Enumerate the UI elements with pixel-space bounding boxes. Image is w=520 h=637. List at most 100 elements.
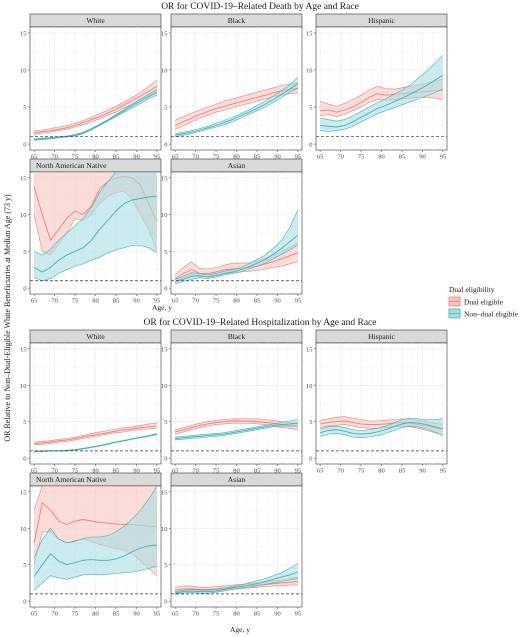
y-tick-label: 15 [161, 175, 168, 182]
nondual-upper-line [175, 419, 298, 438]
x-tick-label: 75 [213, 468, 220, 475]
legend-label-dual: Dual eligible [464, 298, 504, 307]
x-tick-label: 65 [31, 154, 38, 161]
x-tick-label: 65 [172, 468, 179, 475]
x-tick-label: 95 [295, 611, 302, 618]
nondual-lower-line [320, 425, 444, 439]
x-tick-label: 95 [154, 611, 161, 618]
x-tick-label: 70 [337, 154, 344, 161]
x-tick-label: 70 [51, 468, 58, 475]
series-group [174, 77, 299, 137]
panel-1-1: Black 0 5 10 15 65 70 75 80 85 90 95 [161, 329, 303, 475]
y-tick-label: 10 [306, 67, 313, 74]
x-tick-label: 80 [92, 298, 99, 305]
x-tick-label: 70 [192, 611, 199, 618]
nondual-lower-line [33, 245, 158, 282]
y-tick-label: 0 [309, 456, 312, 463]
x-tick-label: 95 [154, 298, 161, 305]
legend: Dual eligibility Dual eligible Non–dual … [448, 285, 519, 319]
y-tick-label: 10 [20, 526, 27, 533]
x-tick-label: 90 [419, 468, 426, 475]
x-tick-label: 75 [213, 298, 220, 305]
nondual-est-line [174, 234, 299, 282]
y-tick-label: 5 [23, 562, 26, 569]
dual-lower-line [34, 428, 157, 446]
dual-ci-band [34, 486, 157, 576]
x-tick-label: 85 [399, 468, 406, 475]
panel-title: Black [228, 332, 246, 341]
x-tick-label: 90 [419, 154, 426, 161]
x-tick-label: 85 [399, 154, 406, 161]
panel-0-0: White 0 5 10 15 65 70 75 80 85 90 95 [20, 13, 162, 161]
x-tick-label: 95 [154, 468, 161, 475]
x-tick-label: 65 [317, 154, 324, 161]
panel-title: White [86, 16, 105, 25]
nondual-lower-line [33, 565, 157, 591]
y-tick-label: 15 [20, 30, 27, 37]
x-tick-label: 90 [274, 298, 281, 305]
x-tick-label: 85 [254, 611, 261, 618]
dual-ci-band [34, 423, 157, 445]
panel-title: White [86, 332, 105, 341]
panel-1-3: North American Native 0 5 10 15 65 70 75 80 85 90 9… [20, 472, 162, 618]
y-tick-label: 15 [306, 346, 313, 353]
x-tick-label: 95 [154, 154, 161, 161]
series-group [34, 80, 158, 141]
y-tick-label: 0 [23, 456, 26, 463]
series-group [319, 416, 444, 439]
y-tick-label: 10 [161, 212, 168, 219]
dual-upper-line [34, 80, 158, 131]
nondual-upper-line [174, 209, 299, 280]
dual-ci-band [175, 242, 298, 283]
x-tick-label: 65 [172, 154, 179, 161]
series-group [33, 172, 158, 282]
y-tick-label: 15 [306, 30, 313, 37]
nondual-lower-line [175, 578, 298, 595]
x-tick-label: 70 [192, 298, 199, 305]
nondual-ci-band [34, 172, 157, 281]
x-tick-label: 70 [51, 298, 58, 305]
nondual-upper-line [33, 486, 158, 558]
panel-title: North American Native [36, 475, 107, 484]
x-tick-label: 85 [113, 154, 120, 161]
x-tick-label: 80 [233, 298, 240, 305]
series-group [33, 486, 158, 591]
x-tick-label: 65 [317, 468, 324, 475]
y-tick-label: 10 [20, 383, 27, 390]
nondual-upper-line [175, 563, 299, 592]
x-tick-label: 75 [213, 154, 220, 161]
y-tick-label: 5 [309, 105, 312, 112]
x-tick-label: 85 [113, 468, 120, 475]
y-tick-label: 0 [164, 142, 167, 149]
y-tick-label: 5 [23, 105, 26, 112]
y-tick-label: 5 [23, 419, 26, 426]
legend-label-nondual: Non–dual eligible [464, 310, 519, 319]
x-tick-label: 75 [72, 611, 79, 618]
panel-1-2: Hispanic 0 5 10 15 65 70 75 80 85 90 95 [306, 329, 448, 475]
nondual-est-line [33, 195, 157, 273]
y-tick-label: 0 [23, 599, 26, 606]
nondual-lower-line [175, 425, 298, 441]
x-tick-label: 75 [72, 298, 79, 305]
x-tick-label: 85 [113, 611, 120, 618]
panel-0-3: North American Native 0 5 10 15 65 70 75 80 85 90 9… [20, 158, 162, 305]
nondual-upper-line [175, 77, 299, 134]
x-tick-label: 90 [274, 611, 281, 618]
y-tick-label: 15 [161, 489, 168, 496]
x-tick-label: 80 [233, 154, 240, 161]
x-tick-label: 95 [295, 468, 302, 475]
series-group [175, 563, 299, 595]
x-tick-label: 90 [133, 611, 140, 618]
x-tick-label: 80 [233, 611, 240, 618]
x-tick-label: 90 [274, 468, 281, 475]
nondual-lower-line [34, 94, 158, 141]
panel-1-0: White 0 5 10 15 65 70 75 80 85 90 95 [20, 329, 162, 475]
nondual-est-line [34, 91, 158, 141]
y-tick-label: 0 [23, 286, 26, 293]
y-tick-label: 15 [161, 30, 168, 37]
y-tick-label: 5 [309, 419, 312, 426]
panel-title: Asian [228, 161, 246, 170]
panel-title: Black [228, 16, 246, 25]
nondual-upper-line [320, 417, 443, 431]
x-tick-label: 75 [72, 468, 79, 475]
